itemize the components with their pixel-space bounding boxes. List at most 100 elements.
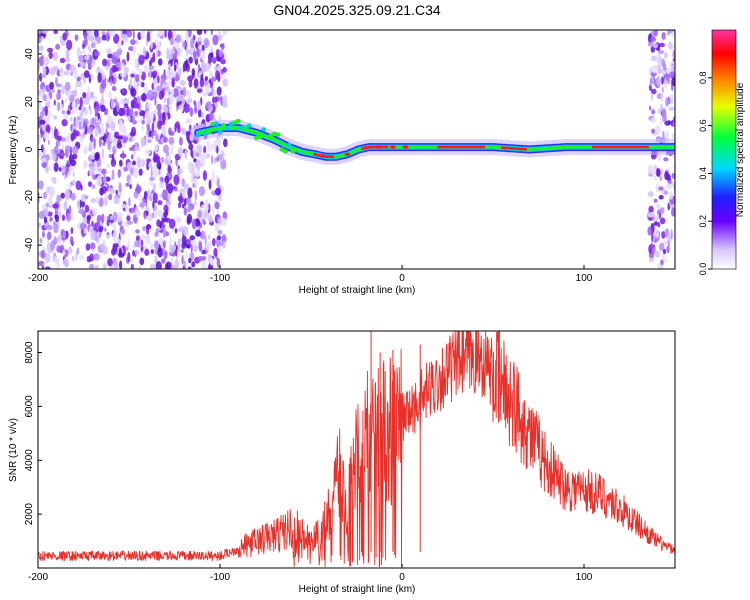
noise-speck	[99, 197, 104, 205]
noise-speck	[222, 95, 228, 106]
ridge-blob	[246, 123, 252, 128]
noise-speck	[180, 128, 187, 135]
noise-speck	[90, 117, 97, 126]
heatmap-y-tick-label: 20	[24, 96, 35, 108]
colorbar-tick-label: 0.8	[698, 72, 708, 85]
noise-speck	[56, 194, 62, 203]
noise-speck	[169, 48, 176, 55]
noise-speck	[223, 138, 228, 148]
noise-speck	[671, 77, 675, 86]
noise-speck	[107, 48, 110, 54]
noise-speck	[55, 43, 61, 50]
noise-speck	[161, 217, 168, 222]
noise-speck	[137, 95, 141, 105]
noise-speck	[82, 217, 87, 224]
noise-speck	[89, 107, 92, 116]
noise-speck	[210, 76, 215, 84]
noise-speck	[210, 175, 215, 183]
noise-speck	[44, 252, 51, 264]
noise-speck	[212, 34, 219, 46]
noise-speck	[43, 66, 47, 77]
noise-speck	[139, 202, 146, 208]
noise-speck	[658, 195, 664, 200]
noise-speck	[82, 120, 87, 129]
noise-speck	[156, 219, 161, 228]
noise-speck	[167, 112, 171, 120]
noise-speck	[180, 45, 183, 53]
noise-speck	[220, 43, 225, 50]
noise-speck	[661, 32, 666, 40]
noise-speck	[148, 163, 153, 168]
noise-speck	[125, 182, 130, 187]
noise-speck	[199, 77, 205, 88]
noise-speck	[118, 182, 122, 194]
noise-speck	[107, 53, 113, 59]
noise-speck	[185, 238, 192, 245]
noise-speck	[75, 180, 82, 191]
noise-speck	[658, 49, 664, 55]
noise-speck	[48, 51, 53, 60]
noise-speck	[72, 129, 77, 140]
noise-speck	[157, 120, 162, 130]
noise-speck	[191, 218, 196, 230]
heatmap-noise-layer	[38, 30, 675, 269]
noise-speck	[90, 73, 94, 81]
noise-speck	[90, 91, 94, 99]
noise-speck	[69, 64, 76, 73]
noise-speck	[201, 62, 207, 73]
noise-speck	[654, 164, 657, 170]
noise-speck	[42, 86, 45, 97]
noise-speck	[49, 81, 55, 90]
noise-speck	[657, 153, 661, 162]
noise-speck	[134, 249, 140, 255]
noise-speck	[111, 85, 117, 92]
noise-speck	[195, 229, 201, 237]
noise-speck	[70, 192, 76, 201]
noise-speck	[157, 209, 164, 218]
noise-speck	[189, 107, 194, 117]
noise-speck	[186, 213, 193, 224]
noise-speck	[66, 160, 70, 166]
noise-speck	[171, 257, 174, 266]
noise-speck	[90, 42, 96, 49]
noise-speck	[79, 111, 83, 120]
noise-speck	[650, 242, 653, 249]
noise-speck	[141, 93, 147, 102]
noise-speck	[100, 80, 107, 90]
noise-speck	[84, 55, 89, 61]
noise-speck	[76, 247, 80, 255]
noise-speck	[661, 86, 664, 93]
noise-speck	[664, 171, 669, 181]
noise-speck	[117, 169, 122, 178]
noise-speck	[183, 261, 187, 266]
noise-speck	[132, 249, 135, 257]
ridge-blob	[264, 135, 270, 140]
noise-speck	[152, 183, 157, 191]
noise-speck	[222, 67, 227, 73]
noise-speck	[216, 235, 222, 241]
noise-speck	[61, 103, 64, 112]
noise-speck	[132, 263, 135, 269]
noise-speck	[174, 123, 177, 133]
noise-speck	[209, 259, 215, 266]
noise-speck	[82, 92, 87, 99]
noise-speck	[85, 243, 91, 251]
noise-speck	[170, 89, 175, 97]
snr-y-tick-label: 8000	[24, 341, 35, 364]
noise-speck	[666, 245, 670, 254]
noise-speck	[218, 49, 224, 57]
noise-speck	[66, 39, 73, 51]
ridge-peak-dot	[344, 152, 351, 157]
noise-speck	[656, 213, 660, 221]
noise-speck	[117, 41, 122, 49]
noise-speck	[113, 33, 120, 44]
noise-speck	[175, 95, 182, 102]
colorbar-tick-label: 0.4	[698, 167, 708, 180]
snr-y-tick-label: 4000	[24, 449, 35, 472]
noise-speck	[84, 204, 90, 213]
noise-speck	[41, 265, 45, 269]
noise-speck	[191, 261, 196, 268]
noise-speck	[163, 204, 169, 213]
noise-speck	[174, 241, 177, 247]
noise-speck	[38, 101, 42, 111]
